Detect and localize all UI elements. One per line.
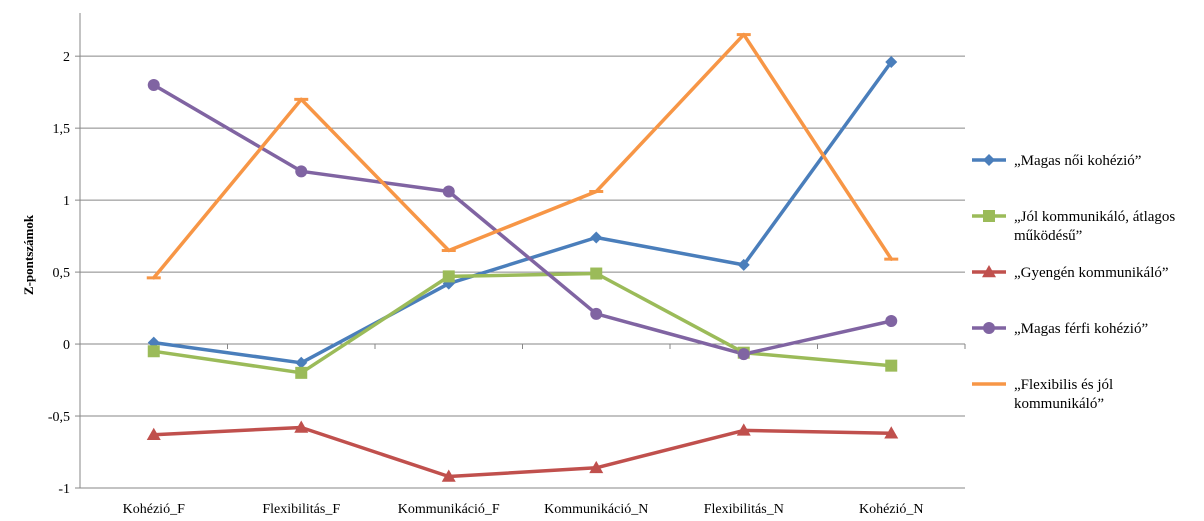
data-point-3-5 <box>736 423 751 436</box>
data-point-3-3 <box>441 469 456 482</box>
data-point-1-6 <box>885 55 898 68</box>
x-tick-label: Flexibilitás_N <box>704 502 784 517</box>
data-point-2-3 <box>442 270 455 283</box>
data-point-2-4 <box>590 267 603 280</box>
series-line-3 <box>152 425 894 479</box>
legend-marker-3 <box>982 265 996 278</box>
series-line-4 <box>152 83 894 356</box>
data-point-3-6 <box>884 426 899 439</box>
y-tick-label: 0 <box>63 338 70 353</box>
legend-marker-2 <box>983 210 995 222</box>
series-line-2 <box>152 271 894 375</box>
data-point-4-5 <box>737 348 750 361</box>
y-tick-label: -0,5 <box>48 410 70 425</box>
data-point-2-6 <box>885 359 898 372</box>
x-tick-label: Flexibilitás_F <box>262 502 340 517</box>
legend: „Magas női kohézió” „Jól kommunikáló, átl… <box>972 153 1175 412</box>
y-tick-label: 2 <box>63 50 70 65</box>
data-point-4-6 <box>885 315 898 328</box>
x-tick-label: Kommunikáció_F <box>398 502 500 517</box>
y-tick-label: 1,5 <box>53 122 71 137</box>
y-tick-label: 0,5 <box>53 266 71 281</box>
y-tick-label: 1 <box>63 194 70 209</box>
legend-marker-1 <box>983 154 995 166</box>
y-tick-label: -1 <box>58 482 70 497</box>
data-point-2-2 <box>295 366 308 379</box>
data-point-3-1 <box>146 427 161 440</box>
legend-label-3: „Gyengén kommunikáló” <box>1014 265 1169 281</box>
x-tick-label: Kommunikáció_N <box>544 502 648 517</box>
x-tick-label: Kohézió_N <box>859 502 924 517</box>
legend-label-4: „Magas férfi kohézió” <box>1014 321 1148 337</box>
data-point-2-1 <box>147 345 160 358</box>
legend-label-5: „Flexibilis és jól <box>1014 377 1113 393</box>
legend-label-2: működésű” <box>1014 228 1082 244</box>
data-point-3-2 <box>294 420 309 433</box>
data-point-4-3 <box>442 185 455 198</box>
x-tick-label: Kohézió_F <box>123 502 185 517</box>
data-point-4-1 <box>147 78 160 91</box>
data-point-3-4 <box>589 460 604 474</box>
data-point-4-4 <box>590 307 603 320</box>
data-point-1-5 <box>737 258 750 271</box>
legend-label-5: kommunikáló” <box>1014 396 1104 412</box>
legend-marker-4 <box>983 322 995 334</box>
y-axis-title: Z-pontszámok <box>21 214 36 295</box>
series-line-1 <box>152 60 894 365</box>
data-point-1-4 <box>590 231 603 244</box>
axes <box>75 13 966 489</box>
data-point-4-2 <box>295 165 308 178</box>
data-point-1-2 <box>295 356 308 369</box>
legend-label-2: „Jól kommunikáló, átlagos <box>1014 209 1175 225</box>
legend-label-1: „Magas női kohézió” <box>1014 153 1141 169</box>
tick-labels: -1 -0,5 0 0,5 1 1,5 2 Kohézió_F Flexibilitás_F Ko… <box>48 50 924 517</box>
series-line-5 <box>152 32 894 280</box>
series-lines <box>152 32 894 479</box>
series-markers <box>146 33 899 482</box>
